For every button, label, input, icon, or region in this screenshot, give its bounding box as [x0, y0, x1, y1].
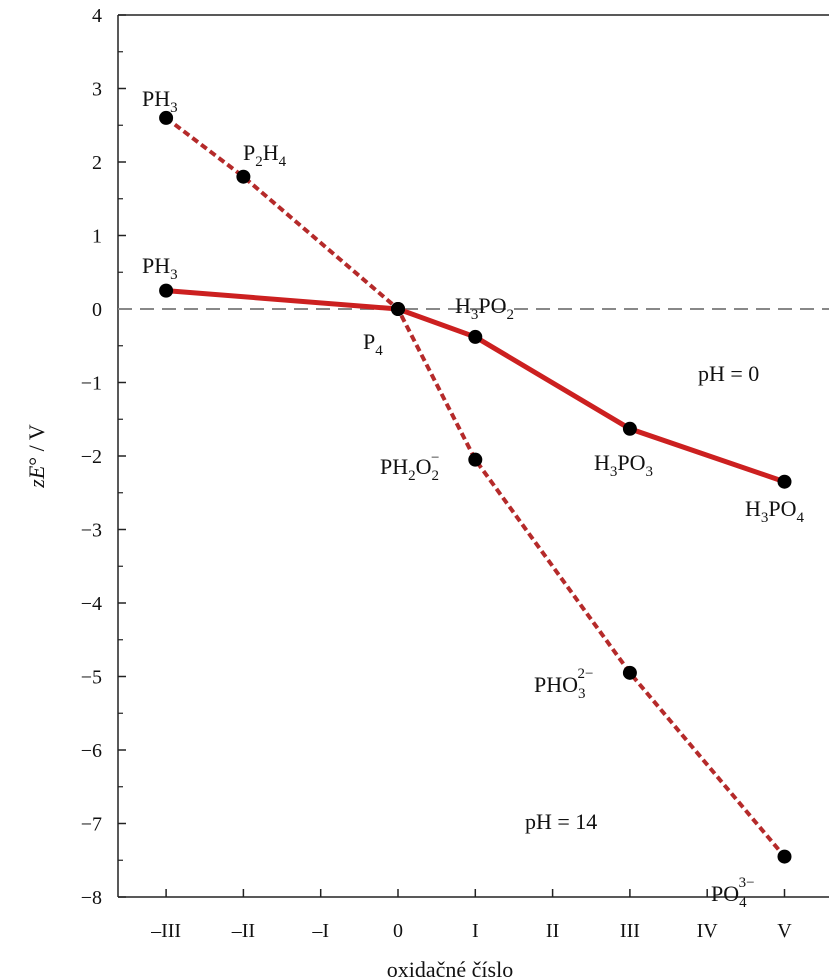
- label-h3po2: H3PO2: [455, 293, 514, 323]
- y-tick-label: 2: [92, 152, 102, 174]
- x-tick-label: IV: [697, 920, 719, 942]
- data-point: [622, 665, 637, 680]
- label-p4: P4: [363, 329, 383, 359]
- y-tick-label: 1: [92, 226, 102, 248]
- y-tick-label: 0: [92, 299, 102, 321]
- x-tick-label: I: [472, 920, 479, 942]
- y-axis-title: zE° / V: [24, 424, 49, 489]
- data-point: [468, 329, 483, 344]
- label-ph3-ph14: PH3: [142, 86, 178, 116]
- y-tick-label: −7: [81, 814, 102, 836]
- label-po4-3minus: PO43−: [711, 875, 755, 911]
- x-tick-label: V: [777, 920, 792, 942]
- annotation-ph14: pH = 14: [525, 809, 597, 834]
- data-point: [159, 283, 174, 298]
- x-tick-label: –I: [311, 920, 329, 942]
- y-tick-label: −4: [81, 593, 102, 615]
- y-tick-label: −6: [81, 740, 102, 762]
- series-line-ph14: [164, 116, 787, 858]
- species-labels: PH3 P2H4 PH3 P4 H3PO2 PH2O2− H3PO3 H3PO4…: [142, 86, 805, 911]
- label-ph3-ph0: PH3: [142, 253, 178, 283]
- y-tick-label: −2: [81, 446, 102, 468]
- label-ph2o2-minus: PH2O2−: [380, 450, 439, 484]
- data-point: [468, 452, 483, 467]
- data-point: [622, 421, 637, 436]
- y-tick-label: −1: [81, 373, 102, 395]
- x-axis-title: oxidačné číslo: [387, 957, 513, 980]
- x-tick-label: –III: [150, 920, 181, 942]
- y-tick-label: −8: [81, 887, 102, 909]
- x-tick-label: III: [620, 920, 640, 942]
- y-tick-label: 3: [92, 79, 102, 101]
- x-ticks: –III –II –I 0 I II III IV V: [150, 889, 792, 942]
- x-tick-label: 0: [393, 920, 403, 942]
- label-h3po3: H3PO3: [594, 450, 653, 480]
- y-tick-label: 4: [92, 5, 102, 27]
- y-tick-label: −5: [81, 667, 102, 689]
- x-tick-label: II: [546, 920, 559, 942]
- data-point: [391, 302, 405, 316]
- label-h3po4: H3PO4: [745, 496, 805, 526]
- label-p2h4: P2H4: [243, 140, 287, 170]
- data-point: [777, 849, 792, 864]
- x-tick-label: –II: [231, 920, 255, 942]
- y-tick-label: −3: [81, 520, 102, 542]
- data-point: [236, 169, 251, 184]
- data-point: [159, 110, 174, 125]
- y-ticks: 4 3 2 1 0 −1 −2 −3 −4 −5 −6 −7 −8: [81, 5, 126, 909]
- series-layer: [159, 110, 792, 864]
- annotation-ph0: pH = 0: [698, 361, 759, 386]
- data-point: [777, 474, 792, 489]
- label-pho3-2minus: PHO32−: [534, 666, 593, 702]
